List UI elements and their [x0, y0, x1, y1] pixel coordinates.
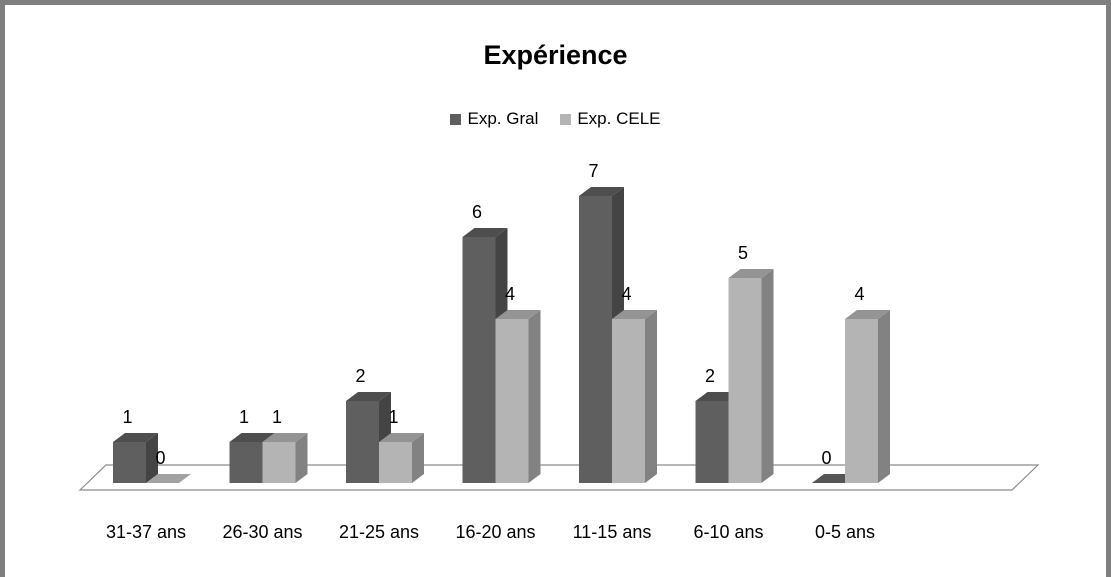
data-label-s1-c4: 6: [472, 202, 482, 222]
chart-legend: Exp. Gral Exp. CELE: [0, 109, 1111, 129]
x-tick-label-5: 11-15 ans: [573, 522, 652, 542]
legend-swatch-series-1: [450, 113, 462, 125]
bar-s2-c5-side: [645, 310, 657, 483]
bar-s2-c2-top: [262, 433, 308, 442]
data-label-s2-c4: 4: [505, 284, 515, 304]
legend-item-series-1: Exp. Gral: [450, 109, 538, 129]
bar-s1-c3: [346, 401, 379, 483]
bar-s1-c6: [695, 401, 729, 483]
data-label-s2-c2: 1: [272, 407, 282, 427]
data-label-s1-c1: 1: [122, 407, 132, 427]
data-label-s2-c5: 4: [621, 284, 631, 304]
x-tick-label-3: 21-25 ans: [339, 522, 419, 542]
data-label-s2-c6: 5: [738, 243, 748, 263]
bar-s2-c7: [845, 319, 878, 483]
bar-s1-c5-top: [579, 187, 624, 196]
data-label-s2-c3: 1: [388, 407, 398, 427]
data-label-s2-c7: 4: [854, 284, 864, 304]
x-tick-label-7: 0-5 ans: [815, 522, 875, 542]
chart-title: Expérience: [483, 40, 628, 70]
bar-s2-c7-side: [878, 310, 890, 483]
data-label-s1-c7: 0: [821, 448, 831, 468]
legend-label-series-1: Exp. Gral: [467, 109, 539, 128]
bar-s2-c5-top: [612, 310, 657, 319]
bar-s1-c1-side: [146, 433, 158, 483]
data-label-s1-c5: 7: [588, 161, 598, 181]
bar-s2-c6-side: [761, 269, 774, 483]
bar-s2-c3-side: [412, 433, 424, 483]
legend-label-series-2: Exp. CELE: [577, 109, 661, 128]
x-tick-label-2: 26-30 ans: [222, 522, 302, 542]
bar-s2-c2-side: [295, 433, 308, 483]
bar-s1-c2: [229, 442, 263, 483]
bar-s2-c6-top: [728, 269, 774, 278]
floor-plane: [78, 464, 1040, 491]
bar-s2-c4-top: [495, 310, 541, 319]
bar-s2-c4: [495, 319, 529, 483]
bar-s1-c5: [579, 196, 612, 483]
bar-s1-c1: [113, 442, 146, 483]
bar-s1-c2-top: [229, 433, 275, 442]
bar-s1-c3-top: [346, 392, 391, 401]
x-tick-label-6: 6-10 ans: [693, 522, 763, 542]
data-label-s1-c3: 2: [355, 366, 365, 386]
bar-s1-c4-top: [462, 228, 508, 237]
bar-s2-c7-top: [845, 310, 890, 319]
bar-s2-c3-top: [379, 433, 424, 442]
bar-s2-c6: [728, 278, 762, 483]
data-label-s1-c6: 2: [705, 366, 715, 386]
x-tick-label-1: 31-37 ans: [106, 522, 186, 542]
data-label-s1-c2: 1: [239, 407, 249, 427]
legend-swatch-series-2: [560, 113, 572, 125]
legend-item-series-2: Exp. CELE: [560, 109, 661, 129]
bar-s1-c4: [462, 237, 496, 483]
data-label-s2-c1: 0: [155, 448, 165, 468]
bar-s2-c1: [146, 474, 191, 483]
x-tick-label-4: 16-20 ans: [455, 522, 535, 542]
bar-s2-c5: [612, 319, 645, 483]
bar-s2-c2: [262, 442, 296, 483]
bar-s2-c4-side: [528, 310, 541, 483]
bar-s1-c1-top: [113, 433, 158, 442]
bar-s2-c3: [379, 442, 412, 483]
